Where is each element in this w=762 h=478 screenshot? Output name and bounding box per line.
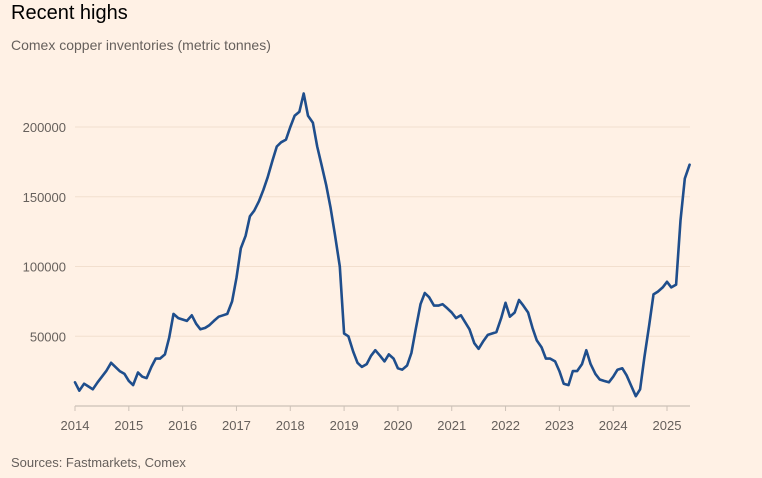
x-tick-label: 2017 — [222, 418, 251, 433]
chart-title: Recent highs — [11, 2, 128, 24]
x-tick-label: 2019 — [330, 418, 359, 433]
source-note: Sources: Fastmarkets, Comex — [11, 455, 186, 470]
x-tick-label: 2021 — [437, 418, 466, 433]
x-tick-label: 2024 — [599, 418, 628, 433]
y-axis-ticks: 50000 100000 150000 200000 — [23, 120, 66, 344]
x-axis-ticks: 2014 2015 2016 2017 2018 2019 2020 2021 2022 2023… — [61, 406, 682, 433]
x-tick-label: 2020 — [383, 418, 412, 433]
y-tick-label: 50000 — [30, 329, 66, 344]
x-tick-label: 2025 — [653, 418, 682, 433]
y-tick-label: 150000 — [23, 190, 66, 205]
x-tick-label: 2023 — [545, 418, 574, 433]
series-line-copper-inventories — [73, 92, 691, 398]
x-tick-label: 2022 — [491, 418, 520, 433]
x-tick-label: 2014 — [61, 418, 90, 433]
x-tick-label: 2018 — [276, 418, 305, 433]
x-tick-label: 2015 — [114, 418, 143, 433]
gridlines — [75, 126, 690, 407]
chart-subtitle: Comex copper inventories (metric tonnes) — [11, 37, 271, 53]
series-layer — [73, 92, 691, 398]
y-tick-label: 200000 — [23, 120, 66, 135]
x-tick-label: 2016 — [168, 418, 197, 433]
y-tick-label: 100000 — [23, 260, 66, 275]
